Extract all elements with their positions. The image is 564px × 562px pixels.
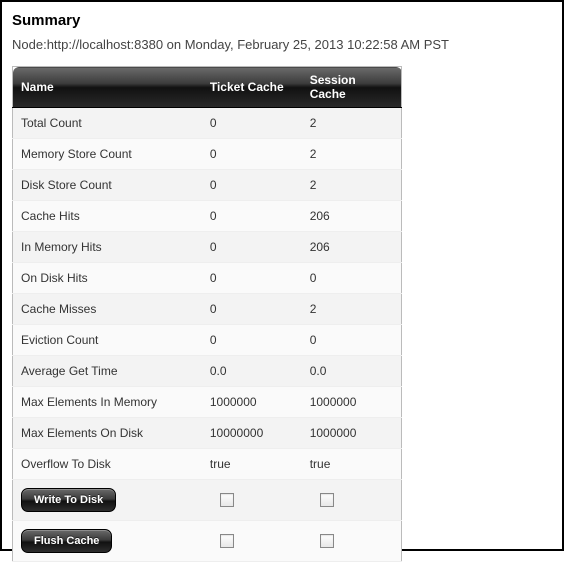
session-cache-checkbox-cell [302,521,402,562]
ticket-cache-value: 0 [202,108,302,139]
table-row: On Disk Hits00 [13,263,402,294]
metric-name: Max Elements On Disk [13,418,202,449]
metric-name: Overflow To Disk [13,449,202,480]
ticket-cache-value: 0 [202,139,302,170]
table-row: Disk Store Count02 [13,170,402,201]
flush-cache-ticket-checkbox[interactable] [220,534,234,548]
flush-cache-button[interactable]: Flush Cache [21,529,112,553]
metric-name: Memory Store Count [13,139,202,170]
ticket-cache-value: 0 [202,170,302,201]
metric-name: Cache Misses [13,294,202,325]
table-header-row: Name Ticket Cache Session Cache [13,67,402,108]
write-to-disk-ticket-checkbox[interactable] [220,493,234,507]
session-cache-value: 0 [302,263,402,294]
session-cache-value: 0 [302,325,402,356]
table-row: Memory Store Count02 [13,139,402,170]
page-frame: Summary Node:http://localhost:8380 on Mo… [0,0,564,551]
metric-name: Eviction Count [13,325,202,356]
ticket-cache-value: 10000000 [202,418,302,449]
col-header-session-cache: Session Cache [302,67,402,108]
table-row: Average Get Time0.00.0 [13,356,402,387]
ticket-cache-checkbox-cell [202,521,302,562]
ticket-cache-value: 0 [202,232,302,263]
table-row: Max Elements In Memory10000001000000 [13,387,402,418]
metric-name: Total Count [13,108,202,139]
action-row: Write To Disk [13,480,402,521]
session-cache-value: 206 [302,201,402,232]
session-cache-value: 2 [302,294,402,325]
session-cache-value: 0.0 [302,356,402,387]
action-cell: Write To Disk [13,480,202,521]
flush-cache-session-checkbox[interactable] [320,534,334,548]
session-cache-value: 1000000 [302,418,402,449]
table-row: Cache Misses02 [13,294,402,325]
table-row: Cache Hits0206 [13,201,402,232]
action-cell: Flush Cache [13,521,202,562]
ticket-cache-value: true [202,449,302,480]
page-title: Summary [12,12,552,29]
write-to-disk-session-checkbox[interactable] [320,493,334,507]
metric-name: Disk Store Count [13,170,202,201]
cache-summary-table: Name Ticket Cache Session Cache Total Co… [12,66,402,562]
metric-name: Average Get Time [13,356,202,387]
session-cache-checkbox-cell [302,480,402,521]
ticket-cache-value: 0 [202,201,302,232]
node-info-line: Node:http://localhost:8380 on Monday, Fe… [12,37,552,52]
col-header-name: Name [13,67,202,108]
ticket-cache-value: 0 [202,294,302,325]
metric-name: In Memory Hits [13,232,202,263]
ticket-cache-value: 0 [202,263,302,294]
ticket-cache-checkbox-cell [202,480,302,521]
metric-name: Max Elements In Memory [13,387,202,418]
session-cache-value: 2 [302,170,402,201]
ticket-cache-value: 0.0 [202,356,302,387]
session-cache-value: 2 [302,139,402,170]
ticket-cache-value: 0 [202,325,302,356]
session-cache-value: 206 [302,232,402,263]
table-row: Total Count02 [13,108,402,139]
session-cache-value: 2 [302,108,402,139]
metric-name: Cache Hits [13,201,202,232]
write-to-disk-button[interactable]: Write To Disk [21,488,116,512]
table-row: Eviction Count00 [13,325,402,356]
ticket-cache-value: 1000000 [202,387,302,418]
table-row: In Memory Hits0206 [13,232,402,263]
action-row: Flush Cache [13,521,402,562]
session-cache-value: true [302,449,402,480]
table-row: Overflow To Disktruetrue [13,449,402,480]
col-header-ticket-cache: Ticket Cache [202,67,302,108]
metric-name: On Disk Hits [13,263,202,294]
session-cache-value: 1000000 [302,387,402,418]
table-row: Max Elements On Disk100000001000000 [13,418,402,449]
